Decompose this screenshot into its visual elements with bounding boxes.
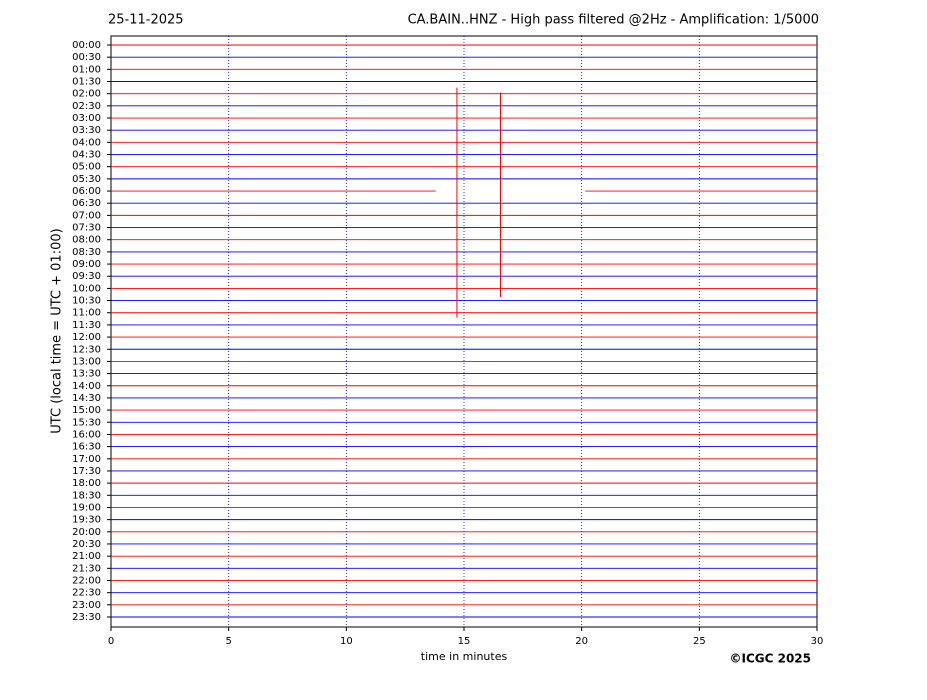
y-tick-label: 14:30 (72, 393, 101, 404)
y-tick-label: 07:30 (72, 223, 101, 234)
y-tick-label: 08:30 (72, 247, 101, 258)
y-tick-label: 09:00 (72, 259, 101, 270)
y-tick-label: 22:00 (72, 575, 101, 586)
y-tick-label: 17:30 (72, 466, 101, 477)
y-tick-label: 03:30 (72, 125, 101, 136)
y-tick-label: 03:00 (72, 113, 101, 124)
y-tick-label: 19:00 (72, 502, 101, 513)
y-tick-label: 11:30 (72, 320, 101, 331)
y-tick-label: 10:00 (72, 283, 101, 294)
y-tick-label: 20:00 (72, 527, 101, 538)
y-tick-label: 05:00 (72, 162, 101, 173)
y-tick-label: 05:30 (72, 174, 101, 185)
y-tick-label: 04:30 (72, 150, 101, 161)
y-tick-label: 14:00 (72, 381, 101, 392)
y-tick-label: 07:00 (72, 210, 101, 221)
y-tick-label: 11:00 (72, 308, 101, 319)
x-tick-label: 15 (458, 636, 471, 647)
y-tick-label: 19:30 (72, 515, 101, 526)
y-tick-label: 04:00 (72, 137, 101, 148)
y-tick-label: 02:30 (72, 101, 101, 112)
y-tick-label: 17:00 (72, 454, 101, 465)
y-tick-label: 00:00 (72, 40, 101, 51)
y-tick-label: 01:00 (72, 64, 101, 75)
y-tick-label: 02:00 (72, 89, 101, 100)
credit: ©ICGC 2025 (729, 652, 811, 666)
y-tick-label: 22:30 (72, 588, 101, 599)
x-tick-label: 25 (693, 636, 706, 647)
chart-subtitle: CA.BAIN..HNZ - High pass filtered @2Hz -… (408, 13, 819, 28)
y-tick-label: 15:00 (72, 405, 101, 416)
y-tick-label: 15:30 (72, 417, 101, 428)
y-tick-label: 00:30 (72, 52, 101, 63)
x-tick-label: 10 (340, 636, 353, 647)
y-tick-label: 13:00 (72, 356, 101, 367)
y-tick-label: 21:30 (72, 563, 101, 574)
y-tick-label: 16:00 (72, 429, 101, 440)
y-tick-label: 08:00 (72, 235, 101, 246)
y-tick-label: 09:30 (72, 271, 101, 282)
plot-frame (110, 35, 818, 628)
y-tick-label: 16:30 (72, 442, 101, 453)
x-axis-label: time in minutes (421, 650, 508, 663)
y-tick-label: 20:30 (72, 539, 101, 550)
y-tick-label: 23:00 (72, 600, 101, 611)
y-tick-label: 01:30 (72, 77, 101, 88)
y-tick-label: 13:30 (72, 369, 101, 380)
x-tick-label: 0 (108, 636, 114, 647)
x-tick-label: 5 (225, 636, 231, 647)
y-tick-label: 10:30 (72, 296, 101, 307)
y-tick-label: 21:00 (72, 551, 101, 562)
chart-title: 25-11-2025 (108, 13, 184, 28)
x-tick-label: 20 (575, 636, 588, 647)
y-tick-label: 18:00 (72, 478, 101, 489)
x-tick-label: 30 (811, 636, 824, 647)
y-tick-label: 12:30 (72, 344, 101, 355)
y-tick-label: 06:30 (72, 198, 101, 209)
y-tick-label: 18:30 (72, 490, 101, 501)
y-tick-label: 06:00 (72, 186, 101, 197)
y-tick-label: 23:30 (72, 612, 101, 623)
y-axis-label: UTC (local time = UTC + 01:00) (50, 228, 65, 433)
y-tick-label: 12:00 (72, 332, 101, 343)
